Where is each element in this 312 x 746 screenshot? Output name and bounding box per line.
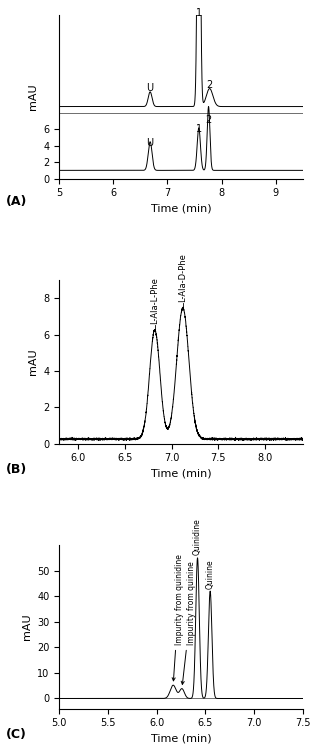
Text: Impurity from quinidine: Impurity from quinidine: [172, 554, 183, 681]
Y-axis label: mAU: mAU: [28, 84, 38, 110]
Text: 1: 1: [196, 8, 202, 18]
Text: 1: 1: [196, 125, 202, 134]
Text: Impurity from quinine: Impurity from quinine: [181, 561, 196, 684]
Text: (B): (B): [6, 463, 27, 476]
Text: U: U: [147, 138, 154, 148]
Y-axis label: mAU: mAU: [28, 348, 38, 375]
Text: L-Ala-D-Phe: L-Ala-D-Phe: [178, 253, 187, 302]
Text: U: U: [147, 84, 154, 93]
X-axis label: Time (min): Time (min): [151, 734, 211, 744]
Text: (C): (C): [6, 728, 27, 742]
Text: (A): (A): [6, 195, 27, 208]
Text: 2: 2: [207, 80, 213, 90]
Y-axis label: mAU: mAU: [22, 613, 32, 640]
Text: L-Ala-L-Phe: L-Ala-L-Phe: [150, 277, 159, 324]
X-axis label: Time (min): Time (min): [151, 469, 211, 479]
Text: Quinidine: Quinidine: [193, 518, 202, 555]
X-axis label: Time (min): Time (min): [151, 204, 211, 214]
Text: Quinine: Quinine: [205, 559, 214, 589]
Text: 2: 2: [205, 116, 212, 125]
